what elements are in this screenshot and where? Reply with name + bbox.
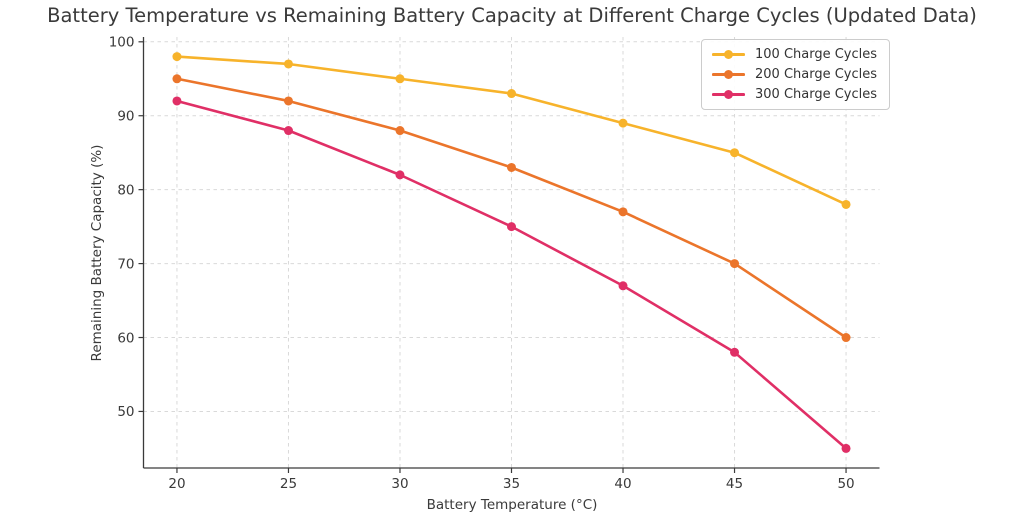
legend-label: 300 Charge Cycles xyxy=(755,87,878,102)
data-point-marker xyxy=(841,443,851,453)
data-point-marker xyxy=(618,118,628,128)
x-tick-label: 20 xyxy=(168,476,185,492)
data-point-marker xyxy=(283,96,293,106)
legend-label: 100 Charge Cycles xyxy=(755,47,878,62)
data-point-marker xyxy=(172,52,182,62)
y-axis-label: Remaining Battery Capacity (%) xyxy=(89,144,105,362)
x-axis-label: Battery Temperature (°C) xyxy=(426,497,598,513)
data-point-marker xyxy=(172,96,182,106)
legend-marker-icon xyxy=(712,70,745,79)
data-point-marker xyxy=(618,281,628,291)
x-tick-label: 35 xyxy=(503,476,520,492)
x-tick-label: 25 xyxy=(280,476,297,492)
data-point-marker xyxy=(507,162,516,172)
data-point-marker xyxy=(172,74,182,84)
data-point-marker xyxy=(395,170,405,180)
y-tick-label: 50 xyxy=(117,404,134,420)
data-point-marker xyxy=(841,333,851,343)
x-tick-label: 30 xyxy=(391,476,408,492)
y-tick-label: 70 xyxy=(117,256,134,272)
legend-marker-icon xyxy=(712,50,745,59)
data-point-marker xyxy=(395,126,405,136)
data-point-marker xyxy=(395,74,405,84)
y-tick-label: 80 xyxy=(117,182,134,198)
y-tick-label: 100 xyxy=(109,35,135,51)
data-point-marker xyxy=(730,347,740,357)
data-point-marker xyxy=(283,59,293,69)
data-point-marker xyxy=(507,222,516,232)
chart-title: Battery Temperature vs Remaining Battery… xyxy=(47,4,977,27)
data-point-marker xyxy=(283,126,293,136)
x-tick-label: 40 xyxy=(614,476,631,492)
data-point-marker xyxy=(618,207,628,217)
legend-item-100-cycles: 100 Charge Cycles xyxy=(712,47,877,62)
y-tick-label: 60 xyxy=(117,330,134,346)
x-tick-label: 50 xyxy=(837,476,854,492)
legend: 100 Charge Cycles 200 Charge Cycles 300 … xyxy=(701,39,891,110)
legend-label: 200 Charge Cycles xyxy=(755,67,878,82)
legend-item-200-cycles: 200 Charge Cycles xyxy=(712,67,877,82)
data-point-marker xyxy=(730,259,740,269)
data-point-marker xyxy=(507,89,516,99)
legend-item-300-cycles: 300 Charge Cycles xyxy=(712,87,877,102)
data-point-marker xyxy=(841,199,851,209)
legend-marker-icon xyxy=(712,90,745,99)
y-tick-label: 90 xyxy=(117,109,134,125)
x-tick-label: 45 xyxy=(726,476,743,492)
data-point-marker xyxy=(730,148,740,158)
